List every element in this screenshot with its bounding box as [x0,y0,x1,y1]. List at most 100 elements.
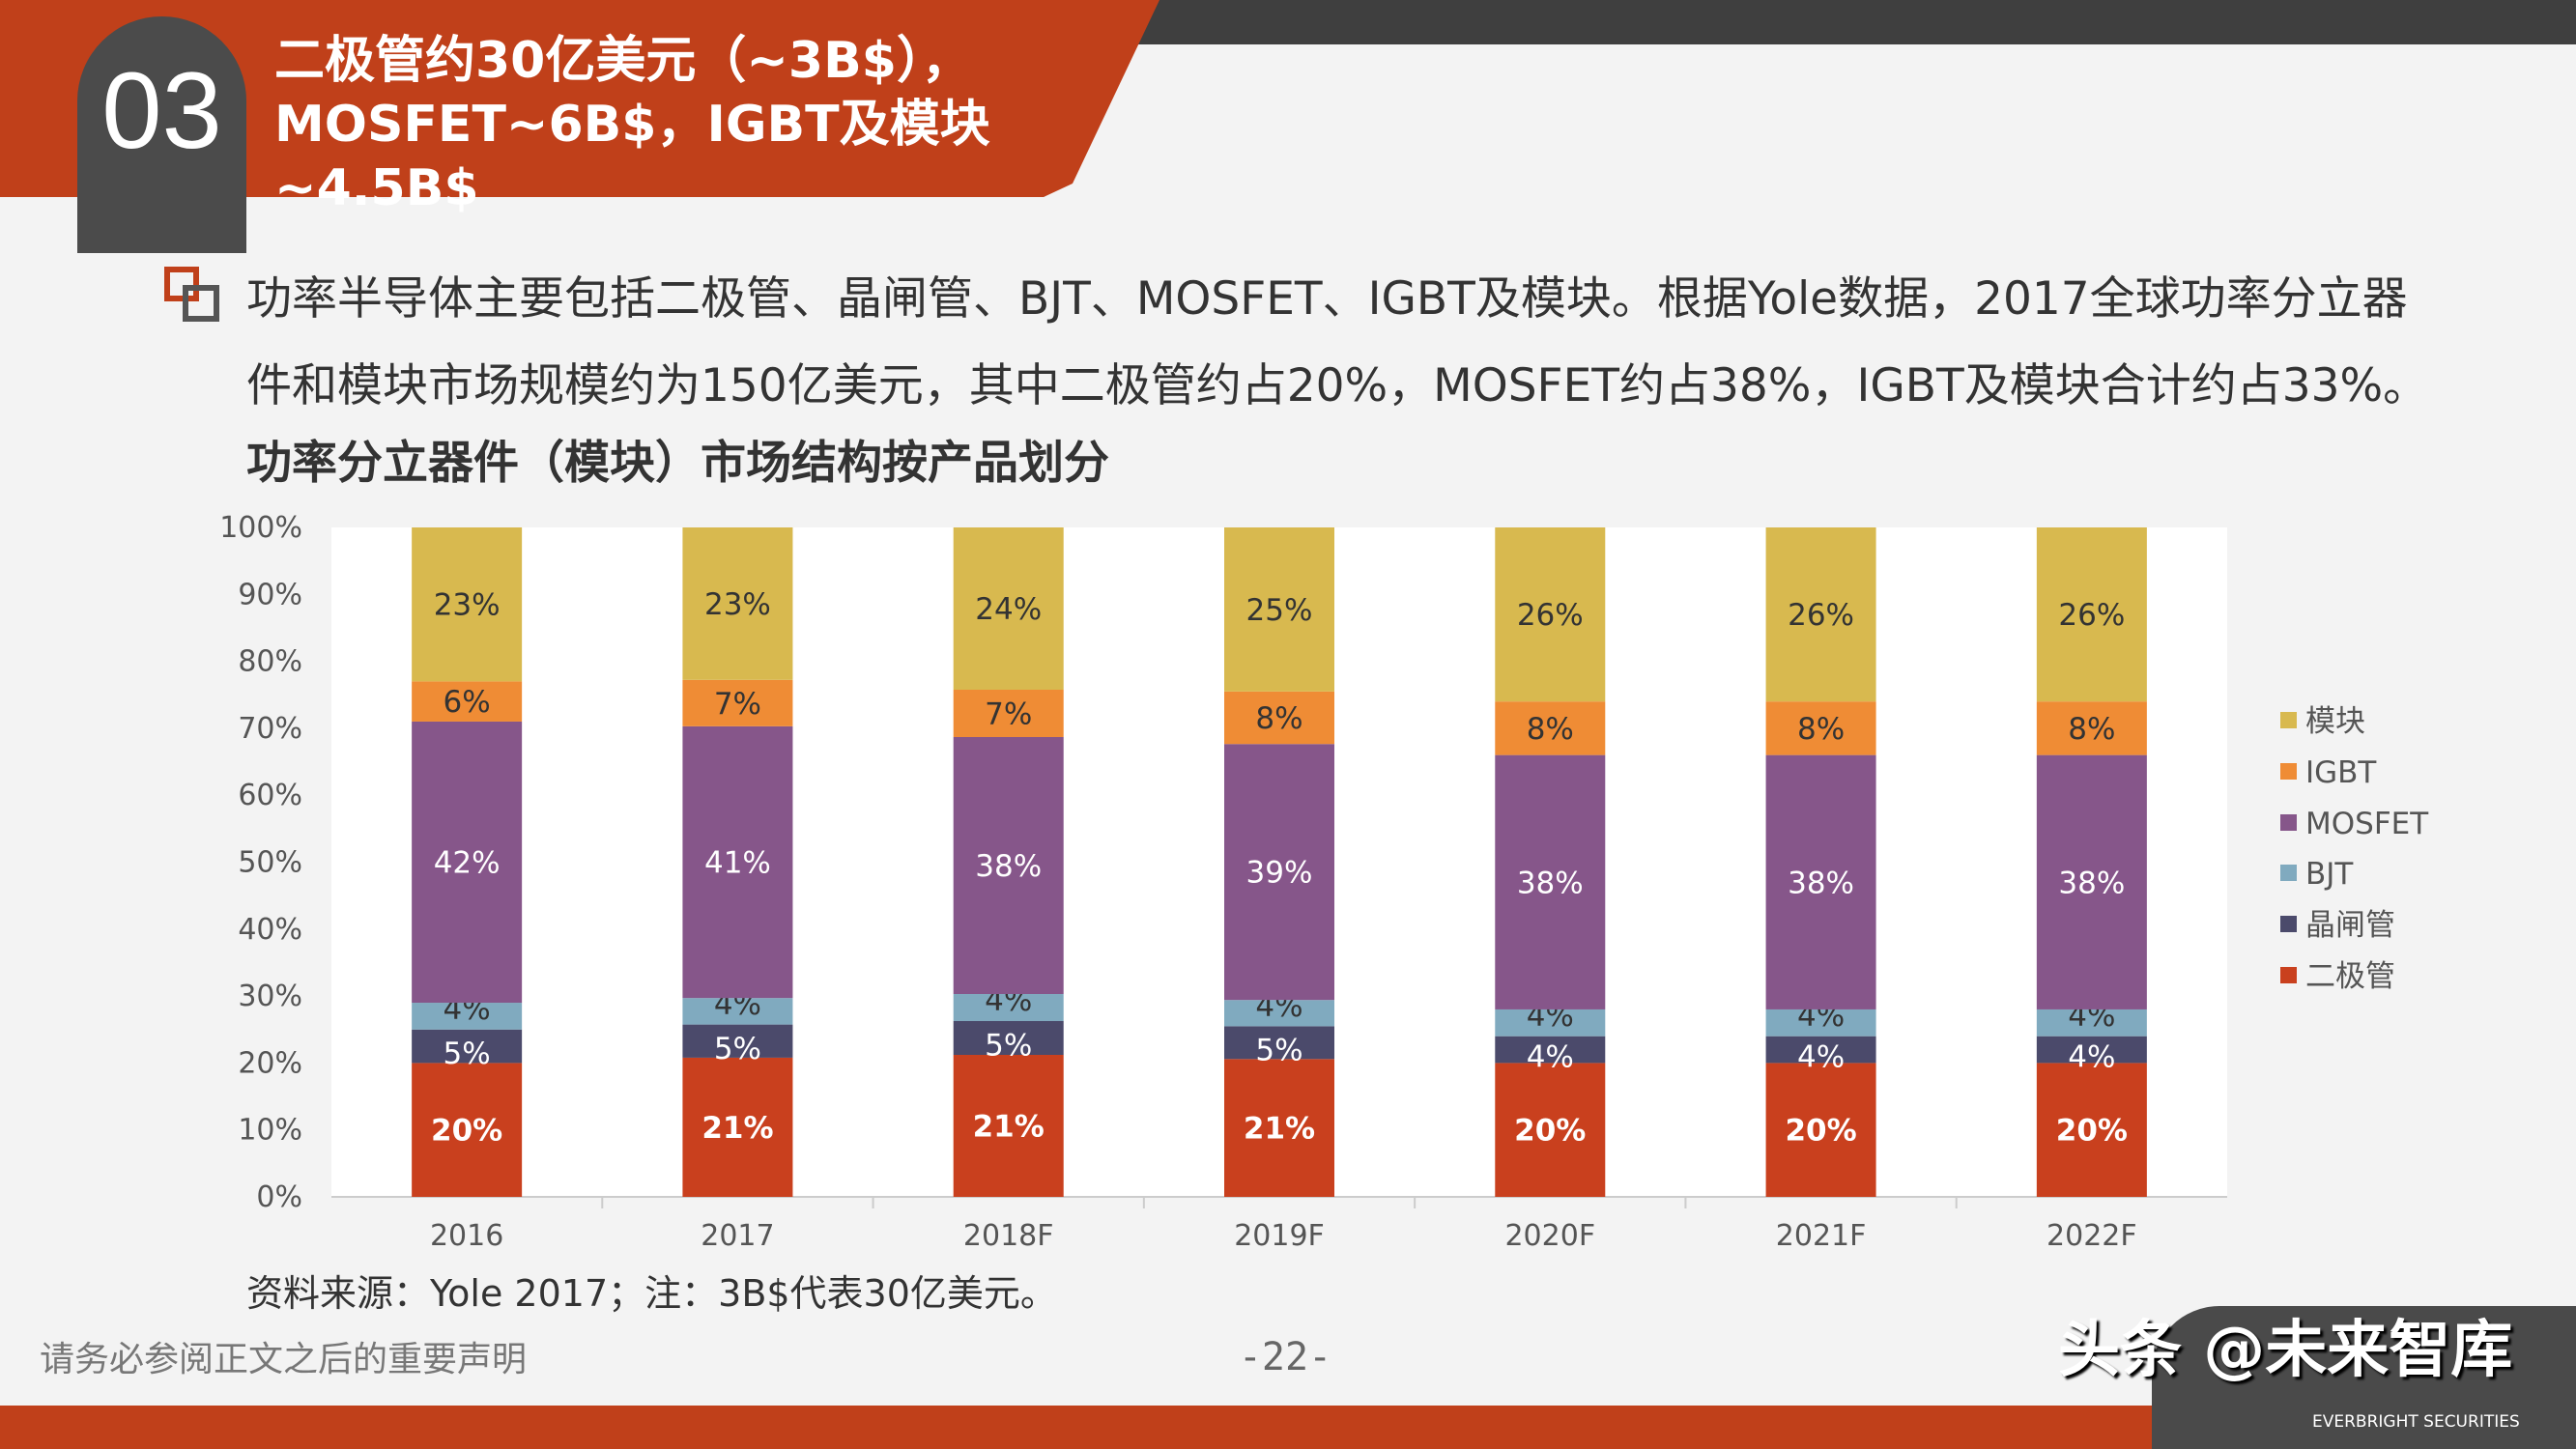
bar-segment-晶闸管 [953,1021,1064,1055]
body-text-line-1: 功率半导体主要包括二极管、晶闸管、BJT、MOSFET、IGBT及模块。根据Yo… [246,272,2408,326]
bar-segment-IGBT [1495,701,1606,755]
legend-label: 晶闸管 [2305,908,2395,943]
bar-segment-二极管 [1765,1063,1876,1197]
bar-segment-晶闸管 [2036,1036,2147,1064]
x-tick-label: 2021F [1776,1219,1867,1253]
data-label: 20% [2056,1114,2128,1149]
bar-segment-IGBT [1765,701,1876,755]
x-tick-label: 2022F [2046,1219,2137,1253]
page-number: -22- [1238,1335,1332,1379]
y-tick-label: 20% [238,1046,302,1080]
data-label: 24% [975,592,1042,627]
data-label: 38% [1788,866,1854,900]
bar-segment-二极管 [1224,1059,1334,1197]
legend-label: IGBT [2305,755,2377,790]
data-label: 8% [1527,712,1574,747]
chart-title: 功率分立器件（模块）市场结构按产品划分 [246,437,1109,490]
data-label: 5% [985,1029,1032,1064]
bar-segment-MOSFET [1495,754,1606,1009]
data-label: 8% [1797,712,1845,747]
bar-segment-BJT [1495,1009,1606,1037]
bar-segment-BJT [412,1003,523,1030]
data-label: 20% [431,1114,502,1149]
data-label: 26% [2058,598,2125,633]
bar-segment-IGBT [1224,691,1334,745]
bottom-strip [0,1406,2576,1449]
bullet-icon [164,267,219,322]
data-label: 4% [2068,1040,2115,1075]
bar-segment-IGBT [682,679,793,726]
bottom-tab [2152,1306,2576,1449]
bar-segment-MOSFET [682,725,793,999]
bar-segment-晶闸管 [1765,1036,1876,1064]
data-label: 21% [1244,1112,1315,1147]
data-label: 8% [1255,701,1302,736]
bar-segment-晶闸管 [1224,1026,1334,1060]
x-tick-label: 2016 [430,1219,503,1253]
bar-segment-模块 [1224,527,1334,692]
legend-swatch [2280,967,2297,983]
y-tick-label: 30% [238,980,302,1013]
section-tab [77,16,246,253]
bar-segment-模块 [412,527,523,682]
bar-segment-MOSFET [412,721,523,1004]
legend-swatch [2280,814,2297,831]
data-label: 7% [985,697,1032,732]
data-label: 41% [704,846,771,881]
data-label: 21% [701,1111,773,1146]
bar-segment-BJT [2036,1009,2147,1037]
legend-label: 模块 [2305,704,2365,739]
bar-segment-模块 [953,527,1064,690]
section-number: 03 [101,50,222,171]
body-text-line-2: 件和模块市场规模约为150亿美元，其中二极管约占20%，MOSFET约占38%，… [246,359,2429,412]
y-tick-label: 0% [256,1180,302,1214]
data-label: 4% [1527,1040,1574,1075]
bar-segment-晶闸管 [1495,1036,1606,1064]
y-tick-label: 40% [238,913,302,947]
bar-segment-BJT [953,994,1064,1021]
data-label: 21% [973,1110,1045,1145]
legend-swatch [2280,865,2297,881]
bar-segment-IGBT [953,690,1064,737]
legend-swatch [2280,763,2297,780]
bar-segment-BJT [1765,1009,1876,1037]
data-label: 38% [975,849,1042,884]
source-note: 资料来源：Yole 2017；注：3B$代表30亿美元。 [246,1272,1057,1315]
legend-label: 二极管 [2305,959,2395,994]
bar-segment-晶闸管 [682,1024,793,1058]
bar-segment-IGBT [2036,701,2147,755]
bar-segment-MOSFET [1224,744,1334,1001]
bar-segment-模块 [682,527,793,680]
x-tick-label: 2017 [701,1219,774,1253]
watermark: 头条 @未来智库 [2058,1315,2513,1386]
bar-segment-模块 [1765,527,1876,702]
bar-segment-二极管 [953,1055,1064,1197]
bar-segment-模块 [1495,527,1606,702]
data-label: 38% [2058,866,2125,900]
legend-label: MOSFET [2305,807,2429,841]
bar-segment-MOSFET [953,737,1064,994]
data-label: 6% [444,685,491,720]
data-label: 5% [1255,1033,1302,1067]
data-label: 25% [1246,593,1313,628]
legend-swatch [2280,712,2297,728]
y-tick-label: 10% [238,1114,302,1148]
data-label: 4% [1797,1040,1845,1075]
data-label: 5% [444,1037,491,1071]
stacked-bar-chart: 0% 10% 20% 30% 40% 50% 60% 70% 80% 90% 100% 2016 20%… [219,511,2429,1253]
y-tick-label: 60% [238,779,302,812]
legend-label: BJT [2305,857,2354,892]
slide-title: 二极管约30亿美元（~3B$），MOSFET~6B$，IGBT及模块~4.5B$ [274,32,990,217]
data-label: 20% [1514,1114,1586,1149]
data-label: 20% [1785,1114,1856,1149]
data-label: 42% [434,846,501,881]
data-label: 26% [1517,598,1584,633]
data-label: 23% [704,587,771,622]
bar-segment-BJT [1224,1000,1334,1027]
y-tick-label: 50% [238,846,302,880]
bar-segment-二极管 [412,1063,523,1197]
data-label: 7% [714,687,761,722]
bar-segment-模块 [2036,527,2147,702]
legend-swatch [2280,916,2297,932]
bar-segment-晶闸管 [412,1029,523,1064]
